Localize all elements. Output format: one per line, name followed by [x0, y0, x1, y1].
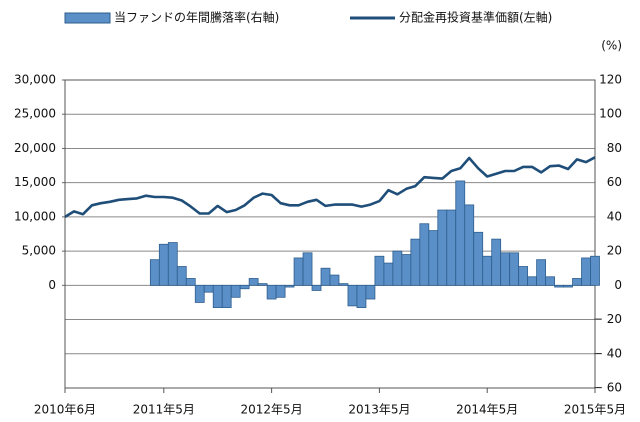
y2-tick-label: − 60 — [593, 381, 622, 395]
x-tick-label: 2014年5月 — [456, 403, 518, 417]
bar — [518, 266, 529, 286]
bar — [545, 276, 555, 286]
bar — [446, 209, 457, 286]
x-tick-label: 2012年5月 — [241, 403, 303, 417]
bar — [572, 278, 582, 286]
y2-tick-label: − 20 — [593, 312, 622, 326]
y-tick-label: 25,000 — [14, 107, 56, 121]
y-tick-label: 5,000 — [22, 244, 56, 258]
y-tick-label: 30,000 — [14, 73, 56, 87]
y2-tick-label: 40 — [607, 209, 622, 223]
bar — [428, 230, 439, 286]
y-tick-label: 10,000 — [14, 209, 56, 223]
bar — [383, 262, 394, 286]
bar — [284, 284, 295, 288]
legend-label: 分配金再投資基準価額(左軸) — [399, 10, 552, 25]
bar — [410, 238, 421, 286]
bar — [482, 255, 493, 286]
y-tick-label: 15,000 — [14, 175, 56, 189]
bar — [257, 283, 268, 286]
legend-label: 当ファンドの年間騰落率(右軸) — [114, 10, 279, 25]
bar — [365, 284, 376, 300]
bar — [590, 255, 600, 286]
bar — [563, 284, 573, 288]
bar — [230, 284, 241, 298]
y2-tick-label: 80 — [607, 141, 622, 155]
bar — [158, 243, 169, 286]
bar — [149, 259, 160, 286]
plot-frame — [64, 79, 596, 389]
x-tick-label: 2010年6月 — [34, 403, 96, 417]
bar — [374, 255, 385, 286]
y-tick-label: 20,000 — [14, 141, 56, 155]
bar — [356, 284, 367, 308]
bar — [176, 266, 187, 286]
bar — [212, 284, 223, 308]
y2-tick-label: − 40 — [593, 346, 622, 360]
y2-tick-label: 60 — [607, 175, 622, 189]
bar — [329, 274, 340, 286]
bar — [221, 284, 232, 308]
bar — [536, 259, 546, 286]
x-tick-label: 2011年5月 — [133, 403, 195, 417]
y2-unit: (%) — [601, 39, 622, 53]
bar — [302, 252, 313, 286]
y2-tick-label: 100 — [599, 107, 622, 121]
bar — [194, 284, 205, 303]
bar — [491, 238, 502, 286]
y-tick-label: 0 — [48, 278, 56, 292]
bar — [203, 284, 214, 293]
bar — [509, 252, 520, 286]
bar — [392, 250, 403, 286]
bar — [248, 278, 259, 286]
x-tick-label: 2015年5月 — [564, 403, 626, 417]
bar — [464, 204, 475, 286]
bar — [275, 284, 286, 298]
bar — [266, 284, 277, 300]
bar — [419, 223, 430, 286]
bar — [554, 284, 564, 288]
bar — [347, 284, 358, 307]
bar — [455, 180, 466, 286]
bar — [527, 276, 538, 286]
bar — [293, 257, 304, 286]
bar — [320, 267, 331, 286]
bar — [167, 242, 178, 286]
bar — [401, 254, 412, 286]
bar — [581, 257, 591, 286]
bar — [473, 231, 484, 286]
y2-tick-label: 0 — [614, 278, 622, 292]
y2-tick-label: 120 — [599, 73, 622, 87]
bar — [239, 284, 250, 290]
bar — [437, 209, 448, 286]
legend-swatch — [64, 12, 111, 24]
y2-tick-label: 20 — [607, 244, 622, 258]
bar — [311, 284, 322, 291]
bar — [338, 283, 349, 286]
x-tick-label: 2013年5月 — [348, 403, 410, 417]
bar — [185, 278, 196, 286]
bar — [500, 252, 511, 286]
line — [64, 156, 596, 219]
